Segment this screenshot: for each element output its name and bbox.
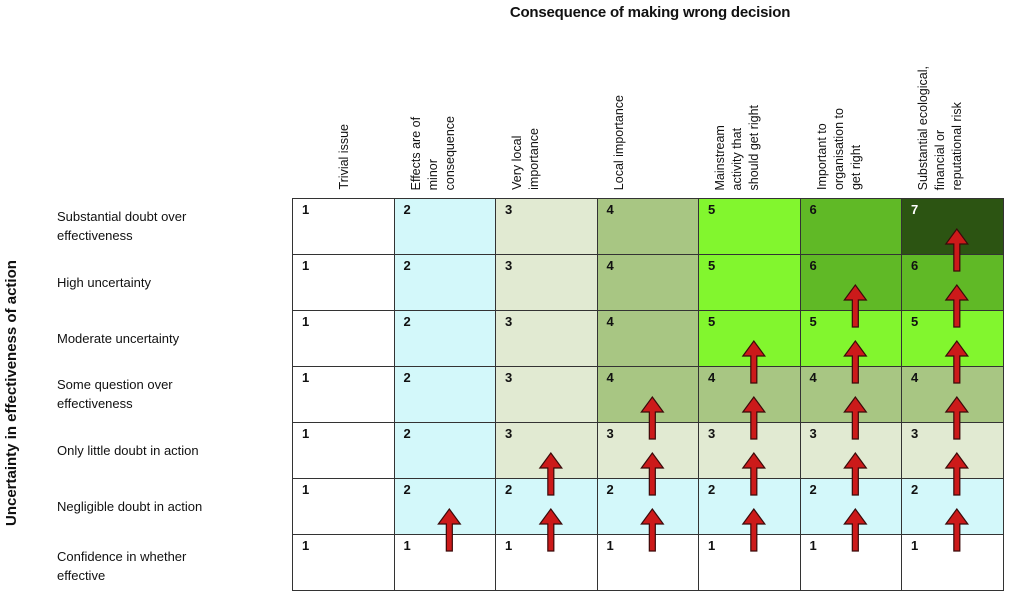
matrix-cell: 3 [596, 422, 699, 479]
matrix-cell: 1 [292, 366, 395, 423]
matrix-cell: 4 [596, 310, 699, 367]
matrix-cell: 5 [698, 310, 801, 367]
column-header-label: Trivial issue [337, 124, 351, 190]
matrix-cell: 2 [393, 478, 496, 535]
matrix-cell: 2 [698, 478, 801, 535]
matrix-cell: 4 [596, 254, 699, 311]
matrix-cell: 6 [901, 254, 1004, 311]
matrix-cell: 7 [901, 198, 1004, 255]
matrix-cell: 1 [292, 254, 395, 311]
matrix-cell: 1 [292, 310, 395, 367]
matrix-cell: 2 [393, 310, 496, 367]
matrix-cell: 4 [901, 366, 1004, 423]
matrix-cell: 2 [799, 478, 902, 535]
matrix-cell: 5 [698, 254, 801, 311]
matrix-cell: 1 [292, 478, 395, 535]
column-header-label: Effects are of minor consequence [408, 115, 457, 190]
matrix-cell: 1 [292, 198, 395, 255]
matrix-cell: 4 [596, 366, 699, 423]
matrix-cell: 3 [495, 422, 598, 479]
column-header: Trivial issue [292, 40, 393, 190]
matrix-cell: 4 [799, 366, 902, 423]
column-header: Substantial ecological, financial or rep… [901, 40, 1002, 190]
matrix-cell: 3 [799, 422, 902, 479]
column-header-label: Mainstream activity that should get righ… [713, 104, 761, 190]
matrix-cell: 3 [901, 422, 1004, 479]
row-label: Only little doubt in action [57, 442, 199, 458]
matrix-cell: 3 [495, 366, 598, 423]
matrix-cell: 2 [901, 478, 1004, 535]
column-header-label: Important to organisation to get right [814, 107, 863, 190]
column-header-label: Local importance [611, 94, 626, 190]
column-header: Important to organisation to get right [800, 40, 901, 190]
matrix-cell: 2 [495, 478, 598, 535]
x-axis-title: Consequence of making wrong decision [509, 4, 791, 21]
matrix-cell: 5 [901, 310, 1004, 367]
matrix-cell: 3 [698, 422, 801, 479]
matrix-cell: 2 [393, 254, 496, 311]
matrix-cell: 3 [495, 310, 598, 367]
matrix-cell: 6 [799, 254, 902, 311]
matrix-cell: 2 [596, 478, 699, 535]
matrix-cell: 1 [799, 534, 902, 591]
matrix-cell: 1 [495, 534, 598, 591]
row-label: Some question over effectiveness [57, 377, 173, 411]
matrix-cell: 3 [495, 198, 598, 255]
y-axis-title: Uncertainty in effectiveness of action [3, 260, 20, 526]
matrix-cell: 1 [393, 534, 496, 591]
row-label: High uncertainty [57, 274, 151, 290]
matrix-cell: 2 [393, 366, 496, 423]
matrix-cell: 2 [393, 198, 496, 255]
column-header: Local importance [597, 40, 698, 190]
matrix-cell: 5 [698, 198, 801, 255]
matrix-cell: 4 [698, 366, 801, 423]
matrix-cell: 4 [596, 198, 699, 255]
matrix-cell: 1 [292, 534, 395, 591]
column-header: Effects are of minor consequence [394, 40, 495, 190]
matrix-cell: 3 [495, 254, 598, 311]
column-header: Very local importance [495, 40, 596, 190]
matrix-cell: 1 [698, 534, 801, 591]
matrix-cell: 2 [393, 422, 496, 479]
column-header-label: Very local importance [510, 128, 541, 190]
row-label: Substantial doubt over effectiveness [57, 209, 187, 243]
column-header-label: Substantial ecological, financial or rep… [916, 65, 964, 190]
row-label: Moderate uncertainty [57, 330, 180, 346]
matrix-cell: 6 [799, 198, 902, 255]
matrix-cell: 1 [292, 422, 395, 479]
column-header: Mainstream activity that should get righ… [698, 40, 799, 190]
matrix-cell: 1 [901, 534, 1004, 591]
row-label: Confidence in whether effective [57, 549, 187, 583]
row-label: Negligible doubt in action [57, 498, 203, 514]
matrix-cell: 1 [596, 534, 699, 591]
matrix-cell: 5 [799, 310, 902, 367]
